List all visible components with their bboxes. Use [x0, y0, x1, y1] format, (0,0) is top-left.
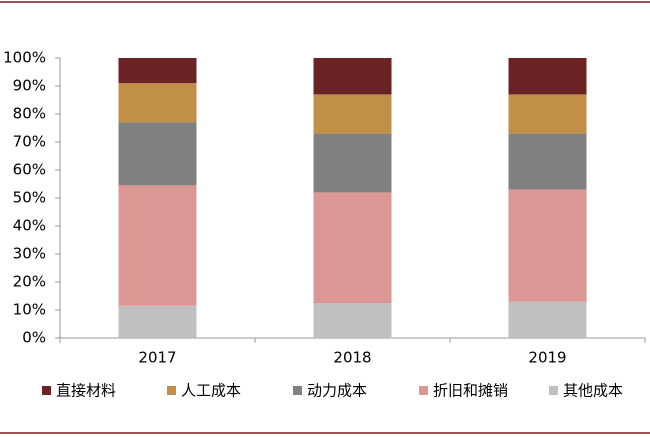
x-tick-label: 2018 — [333, 349, 371, 367]
bar-segment — [118, 83, 197, 123]
y-tick-label: 30% — [13, 245, 46, 263]
legend-swatch — [42, 386, 51, 395]
y-tick-label: 100% — [3, 49, 46, 67]
bar-segment — [508, 94, 587, 134]
bar-segment — [118, 122, 197, 186]
bar-segment — [508, 133, 587, 190]
y-tick-label: 40% — [13, 217, 46, 235]
y-tick-label: 20% — [13, 273, 46, 291]
bar-segment — [508, 301, 587, 338]
legend-swatch — [549, 386, 558, 395]
y-tick-label: 80% — [13, 105, 46, 123]
legend-label: 折旧和摊销 — [433, 382, 508, 400]
bar-segment — [313, 303, 392, 338]
y-tick-label: 10% — [13, 301, 46, 319]
legend-label: 其他成本 — [563, 382, 623, 400]
bar-segment — [118, 58, 197, 84]
bar-segment — [508, 189, 587, 302]
y-tick-label: 60% — [13, 161, 46, 179]
y-tick-label: 50% — [13, 189, 46, 207]
x-tick-label: 2019 — [528, 349, 566, 367]
legend-label: 直接材料 — [56, 382, 116, 400]
legend-swatch — [419, 386, 428, 395]
bar-segment — [118, 305, 197, 338]
legend-swatch — [167, 386, 176, 395]
legend-swatch — [293, 386, 302, 395]
bar-segment — [118, 185, 197, 306]
x-tick-label: 2017 — [138, 349, 176, 367]
bar-segment — [313, 94, 392, 134]
bar-segment — [313, 58, 392, 95]
bar-segment — [508, 58, 587, 95]
bar-segment — [313, 133, 392, 193]
y-tick-label: 70% — [13, 133, 46, 151]
legend-label: 人工成本 — [181, 382, 241, 400]
bar-segment — [313, 192, 392, 303]
y-tick-label: 0% — [22, 329, 46, 347]
legend-label: 动力成本 — [307, 382, 367, 400]
y-tick-label: 90% — [13, 77, 46, 95]
